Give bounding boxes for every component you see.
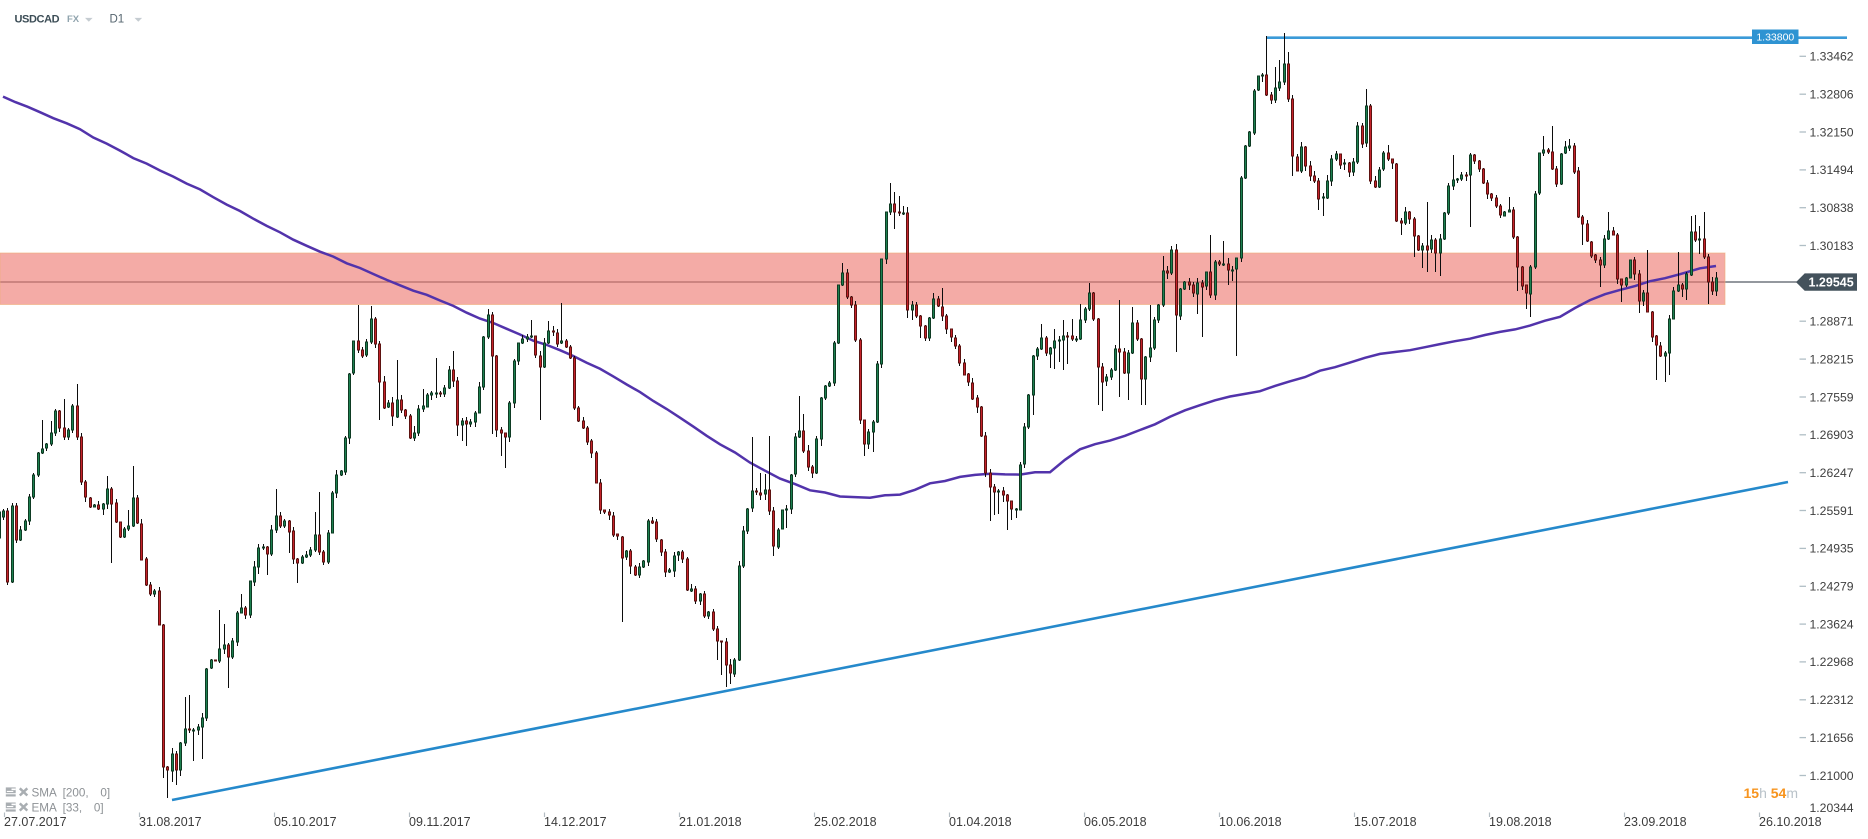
svg-text:1.25591: 1.25591 [1810,504,1854,518]
svg-text:09.11.2017: 09.11.2017 [409,815,471,829]
svg-text:EMA [33, 0]: EMA [33, 0] [32,801,104,814]
svg-text:1.24279: 1.24279 [1810,580,1854,594]
svg-text:1.26247: 1.26247 [1810,466,1854,480]
svg-text:1.32806: 1.32806 [1810,88,1854,102]
svg-text:06.05.2018: 06.05.2018 [1084,815,1147,829]
svg-text:USDCAD: USDCAD [15,14,60,26]
svg-text:1.23624: 1.23624 [1810,617,1854,631]
svg-text:14.12.2017: 14.12.2017 [544,815,607,829]
svg-text:25.02.2018: 25.02.2018 [814,815,877,829]
svg-text:1.33462: 1.33462 [1810,50,1854,64]
svg-text:1.22968: 1.22968 [1810,655,1854,669]
svg-text:FX: FX [67,14,80,25]
svg-text:10.06.2018: 10.06.2018 [1219,815,1282,829]
svg-text:26.10.2018: 26.10.2018 [1759,815,1822,829]
svg-text:05.10.2017: 05.10.2017 [274,815,337,829]
svg-text:01.04.2018: 01.04.2018 [949,815,1012,829]
svg-text:1.31494: 1.31494 [1810,163,1854,177]
svg-text:1.29545: 1.29545 [1809,276,1854,290]
svg-text:1.28871: 1.28871 [1810,315,1854,329]
svg-text:21.01.2018: 21.01.2018 [679,815,742,829]
svg-text:1.24935: 1.24935 [1810,542,1854,556]
svg-text:1.27559: 1.27559 [1810,390,1854,404]
svg-text:31.08.2017: 31.08.2017 [139,815,202,829]
svg-text:1.21000: 1.21000 [1810,769,1854,783]
svg-text:1.32150: 1.32150 [1810,125,1854,139]
svg-text:1.22312: 1.22312 [1810,693,1854,707]
svg-text:1.21656: 1.21656 [1810,731,1854,745]
svg-text:1.30838: 1.30838 [1810,201,1854,215]
svg-text:1.30183: 1.30183 [1810,239,1854,253]
svg-text:1.33800: 1.33800 [1756,31,1794,43]
svg-text:19.08.2018: 19.08.2018 [1489,815,1552,829]
svg-text:1.20344: 1.20344 [1810,801,1854,815]
svg-text:15h 54m: 15h 54m [1743,785,1798,801]
svg-text:27.07.2017: 27.07.2017 [4,815,67,829]
svg-text:D1: D1 [110,14,125,26]
svg-text:1.26903: 1.26903 [1810,428,1854,442]
svg-text:23.09.2018: 23.09.2018 [1624,815,1687,829]
svg-text:SMA [200, 0]: SMA [200, 0] [32,786,111,799]
svg-text:1.28215: 1.28215 [1810,352,1854,366]
svg-text:15.07.2018: 15.07.2018 [1354,815,1417,829]
